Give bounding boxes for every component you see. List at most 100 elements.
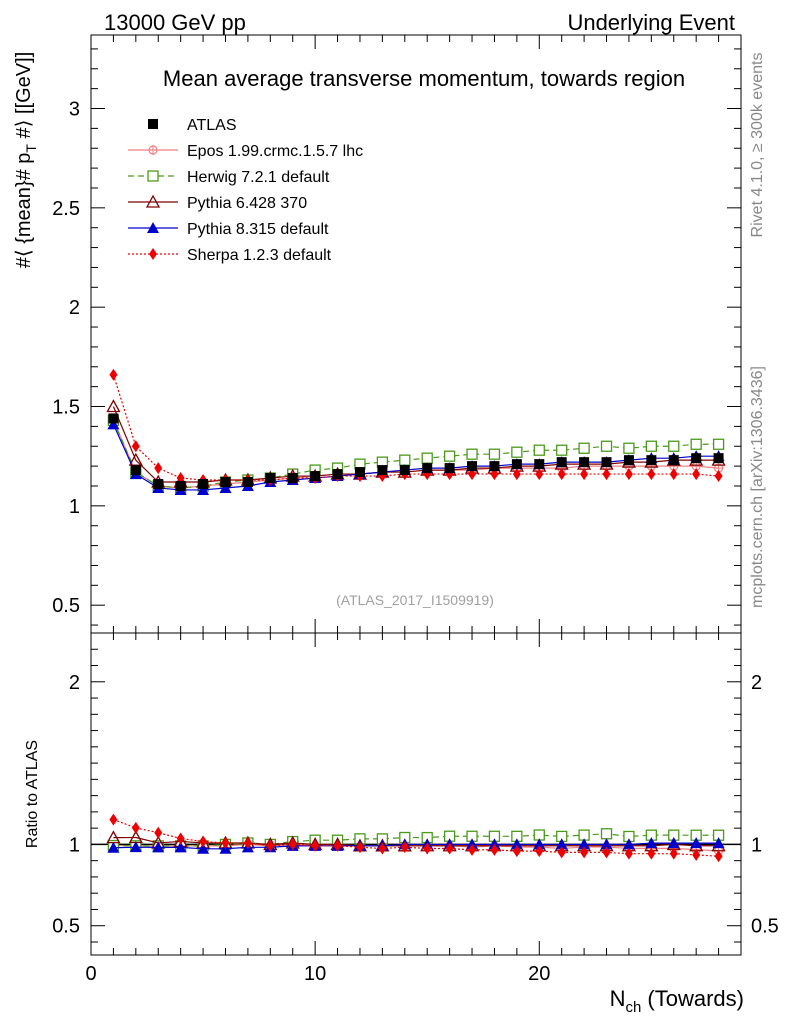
series-5-ratio-point — [311, 839, 320, 852]
ratio-tick-label-right: 2 — [751, 672, 762, 694]
series-2-point — [443, 450, 456, 462]
series-3-ratio-line — [113, 836, 719, 847]
y-tick-label: 1 — [69, 496, 80, 518]
ratio-series-layer — [91, 813, 741, 863]
rivet-label: Rivet 4.1.0, ≥ 300k events — [749, 53, 766, 238]
series-3-point — [106, 399, 121, 413]
series-5-ratio-point — [445, 842, 454, 855]
series-4-ratio-point — [622, 838, 635, 850]
series-5-ratio-point — [131, 821, 140, 834]
series-5-point — [535, 468, 544, 481]
legend-marker-3 — [145, 194, 161, 208]
series-5-ratio-point — [199, 835, 208, 848]
series-5-ratio-point — [266, 839, 275, 852]
series-4-ratio-point — [667, 837, 680, 849]
series-5-ratio-point — [288, 838, 297, 851]
series-5-point — [669, 468, 678, 481]
series-2-point — [399, 454, 411, 466]
series-5-line — [112, 374, 719, 481]
series-4-ratio-point — [578, 838, 591, 850]
series-4-ratio-point — [533, 838, 546, 850]
series-5-point — [557, 468, 566, 481]
series-5-ratio-point — [243, 836, 252, 849]
series-5-ratio-point — [580, 846, 589, 859]
series-4-ratio-point — [174, 841, 187, 853]
series-0-point — [646, 455, 657, 466]
legend: ATLAS Epos 1.99.crmc.1.5.7 lhc Herwig 7.2.… — [128, 117, 363, 264]
series-4-ratio-point — [510, 838, 523, 850]
series-2-ratio-point — [600, 828, 613, 840]
series-2-point — [690, 438, 702, 450]
series-5-point — [154, 462, 163, 475]
ratio-panel-frame — [90, 632, 742, 956]
analysis-tag: (ATLAS_2017_I1509919) — [336, 592, 494, 608]
series-0-point — [467, 461, 478, 472]
legend-marker-0 — [148, 119, 158, 129]
series-0-point — [511, 459, 522, 470]
series-0-point — [265, 473, 276, 484]
y-tick-label: 3 — [69, 99, 80, 121]
x-axis-label-main: N — [610, 986, 626, 1011]
chart-title: Mean average transverse momentum, toward… — [163, 66, 685, 91]
series-4-line — [112, 424, 719, 491]
series-2-point — [668, 440, 680, 452]
series-5-point — [580, 468, 589, 481]
y-tick-label: 2.5 — [52, 198, 80, 220]
x-tick-label: 10 — [304, 963, 326, 985]
main-axes: 0.5 1 1.5 2 2.5 3 — [52, 35, 742, 633]
series-0-point — [220, 477, 231, 488]
series-5-point — [624, 468, 633, 481]
x-axis-label-tail: (Towards) — [641, 986, 744, 1011]
series-2-point — [511, 446, 523, 458]
series-5-point — [692, 468, 701, 481]
series-4-ratio-point — [107, 841, 120, 853]
series-0-point — [422, 463, 433, 474]
series-5-point — [647, 468, 656, 481]
series-4-ratio-point — [712, 837, 725, 849]
series-5-ratio-point — [669, 847, 678, 860]
series-0-point — [489, 461, 500, 472]
ratio-y-axis-label: Ratio to ATLAS — [24, 740, 41, 848]
legend-label-2: Herwig 7.2.1 default — [187, 169, 330, 186]
series-0-point — [242, 477, 253, 488]
ratio-tick-label: 1 — [69, 834, 80, 856]
series-5-ratio-point — [624, 847, 633, 860]
series-2-point — [533, 444, 545, 456]
series-2-point — [421, 452, 433, 464]
series-0-point — [354, 467, 365, 478]
mcplots-label: mcplots.cern.ch [arXiv:1306.3436] — [749, 366, 766, 608]
series-5-point — [602, 468, 611, 481]
series-5-ratio-point — [400, 841, 409, 854]
series-4-point — [197, 483, 210, 495]
series-5-ratio-point — [468, 843, 477, 856]
series-5-ratio-point — [176, 832, 185, 845]
ratio-tick-label-right: 1 — [751, 834, 762, 856]
series-5-ratio-point — [647, 847, 656, 860]
series-4-ratio-point — [645, 837, 658, 849]
series-0-point — [579, 457, 590, 468]
header-right: Underlying Event — [567, 10, 735, 35]
series-4-ratio-point — [197, 842, 210, 854]
series-4-ratio-point — [600, 838, 613, 850]
y-axis-label-sub: T — [23, 144, 39, 153]
series-0-point — [444, 463, 455, 474]
y-axis-label-main: #⟨ {mean}# p — [13, 153, 35, 269]
series-2-point — [645, 440, 657, 452]
legend-label-4: Pythia 8.315 default — [187, 221, 329, 238]
series-5-ratio-point — [490, 843, 499, 856]
series-0-point — [198, 478, 209, 489]
y-tick-label: 2 — [69, 297, 80, 319]
series-5-ratio-point — [109, 813, 118, 826]
series-0-point — [713, 453, 724, 464]
series-5-ratio-point — [535, 845, 544, 858]
series-4-point — [107, 418, 120, 430]
x-axis-label-sub: ch — [625, 999, 641, 1016]
series-3-line — [112, 406, 719, 483]
legend-label-3: Pythia 6.428 370 — [187, 195, 307, 212]
series-2-point — [712, 438, 725, 450]
series-5-ratio-point — [333, 839, 342, 852]
series-2-point — [600, 440, 613, 452]
series-5-ratio-point — [423, 842, 432, 855]
series-0-point — [332, 469, 343, 480]
